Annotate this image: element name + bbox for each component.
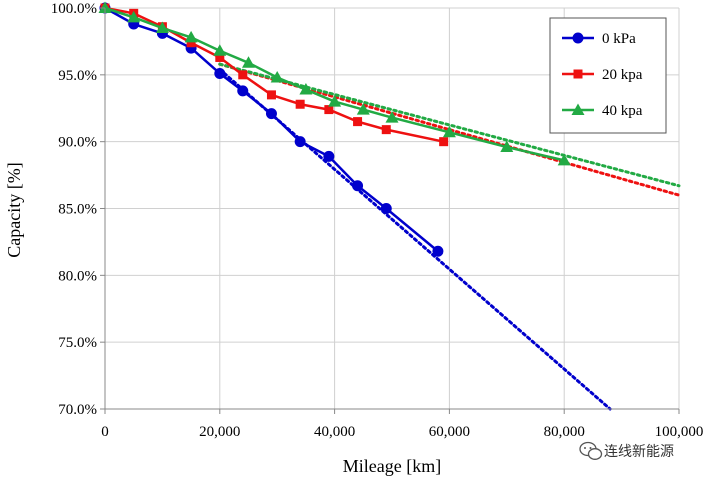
y-tick-label: 75.0% xyxy=(58,335,97,351)
legend-entry-0-kpa: 0 kPa xyxy=(562,31,636,47)
x-tick-label: 60,000 xyxy=(429,424,470,440)
y-tick-label: 100.0% xyxy=(51,1,97,17)
x-tick-label: 80,000 xyxy=(544,424,585,440)
data-point-0-kpa xyxy=(214,67,226,79)
data-point-20-kpa xyxy=(381,125,391,135)
data-point-40-kpa xyxy=(184,30,198,43)
series-line-40-kpa xyxy=(104,6,565,162)
data-point-40-kpa xyxy=(98,1,112,13)
x-tick-label: 100,000 xyxy=(655,424,704,440)
y-tick-label: 95.0% xyxy=(58,68,97,84)
x-tick-label: 0 xyxy=(101,424,109,440)
data-point-0-kpa xyxy=(323,150,335,162)
data-point-0-kpa xyxy=(294,136,306,148)
legend-label: 0 kPa xyxy=(602,31,636,47)
series-line-20-kpa xyxy=(104,6,444,143)
data-point-20-kpa xyxy=(266,90,276,100)
data-point-20-kpa xyxy=(238,70,248,80)
data-point-20-kpa xyxy=(353,117,363,127)
data-point-0-kpa xyxy=(352,180,364,192)
wechat-icon xyxy=(579,441,603,460)
data-point-40-kpa xyxy=(242,56,255,68)
data-point-0-kpa xyxy=(237,85,249,97)
data-point-40-kpa xyxy=(385,111,399,123)
legend: 0 kPa 20 kpa 40 kpa xyxy=(549,17,667,134)
legend-entry-40-kpa: 40 kpa xyxy=(562,103,643,119)
data-point-0-kpa xyxy=(432,245,444,257)
data-point-40-kpa xyxy=(356,103,370,115)
watermark: 连线新能源 xyxy=(579,441,674,460)
data-point-40-kpa xyxy=(213,44,227,56)
data-point-0-kpa xyxy=(380,203,392,214)
data-point-20-kpa xyxy=(439,137,449,147)
data-point-40-kpa xyxy=(557,153,571,166)
data-point-20-kpa xyxy=(295,99,305,109)
data-point-40-kpa xyxy=(270,71,284,83)
legend-entry-20-kpa: 20 kpa xyxy=(562,67,643,83)
y-tick-label: 85.0% xyxy=(58,202,97,218)
data-point-40-kpa xyxy=(299,83,313,95)
x-tick-label: 20,000 xyxy=(199,424,240,440)
data-point-40-kpa xyxy=(442,125,456,138)
data-point-40-kpa xyxy=(127,10,141,23)
data-point-40-kpa xyxy=(155,21,169,34)
x-tick-label: 40,000 xyxy=(314,424,355,440)
data-point-20-kpa xyxy=(324,105,334,115)
data-point-20-kpa xyxy=(215,52,225,62)
series-40-kpa xyxy=(98,1,571,166)
y-axis-title: Capacity [%] xyxy=(4,162,24,257)
legend-swatch-marker xyxy=(573,69,583,79)
data-point-20-kpa xyxy=(186,38,196,48)
data-series xyxy=(98,1,571,257)
legend-swatch-marker xyxy=(572,32,584,44)
x-axis-title: Mileage [km] xyxy=(343,456,441,476)
y-tick-label: 80.0% xyxy=(58,268,97,284)
legend-swatch-marker xyxy=(571,103,585,115)
legend-label: 40 kpa xyxy=(602,103,643,119)
watermark-text: 连线新能源 xyxy=(604,444,674,460)
data-point-40-kpa xyxy=(500,140,514,153)
y-tick-label: 70.0% xyxy=(58,402,97,418)
legend-label: 20 kpa xyxy=(602,67,643,83)
axes: 70.0% 75.0% 80.0% 85.0% 90.0% 95.0% 100.0% 0 20,… xyxy=(51,1,704,440)
y-tick-label: 90.0% xyxy=(58,135,97,151)
data-point-0-kpa xyxy=(265,108,277,120)
data-point-40-kpa xyxy=(328,95,342,107)
